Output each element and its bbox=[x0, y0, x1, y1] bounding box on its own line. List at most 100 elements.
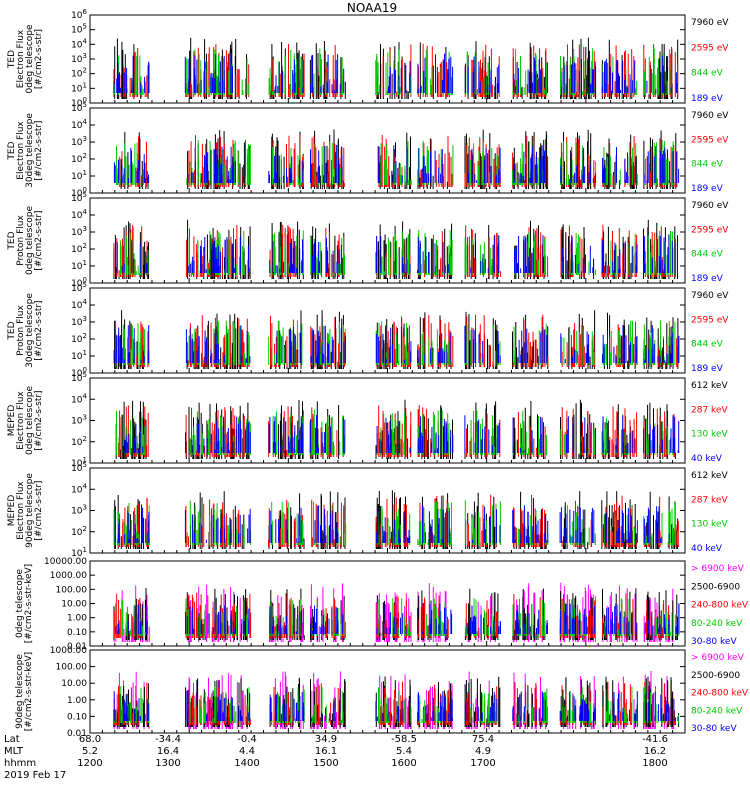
series-marks bbox=[115, 603, 680, 634]
legend-entry: 844 eV bbox=[691, 340, 724, 350]
axis-row-value: 4.4 bbox=[239, 746, 255, 757]
ytick-label: 104 bbox=[71, 482, 87, 495]
ytick-exponent: 0 bbox=[83, 186, 87, 194]
ytick-label: 102 bbox=[71, 435, 87, 448]
legend-entry: 40 keV bbox=[691, 454, 723, 464]
chart-title: NOAA19 bbox=[347, 1, 397, 15]
panel-ylabel-line: 0deg telescope bbox=[25, 206, 35, 276]
ytick-exponent: 2 bbox=[83, 152, 87, 160]
ytick-label: 0.10 bbox=[67, 712, 87, 722]
panel-ylabel-line: MEPED bbox=[7, 495, 17, 527]
panel-ylabel-line: TED bbox=[7, 141, 17, 160]
axis-row-value: 5.2 bbox=[82, 746, 98, 757]
panel-ylabel-line: [#/cm2-s-str-keV] bbox=[24, 652, 34, 731]
ytick-exponent: 2 bbox=[83, 332, 87, 340]
legend-entry: 189 eV bbox=[691, 94, 724, 104]
ytick-exponent: 1 bbox=[83, 259, 87, 267]
panel-ylabel-line: 0deg telescope bbox=[15, 569, 25, 639]
panel-ylabel-line: 0deg telescope bbox=[25, 24, 35, 94]
legend-entry: 844 eV bbox=[691, 160, 724, 170]
legend-entry: 30-80 keV bbox=[691, 724, 737, 734]
legend-entry: 287 keV bbox=[691, 495, 728, 505]
ytick-exponent: 4 bbox=[83, 392, 88, 400]
ytick-label: 103 bbox=[71, 414, 87, 427]
ytick-label: 104 bbox=[71, 392, 87, 405]
panel-8: 0.01 0.10 1.00 10.00 100.00 1000.00 90deg tele… bbox=[15, 646, 749, 739]
ytick-label: 101 bbox=[71, 169, 87, 182]
legend-entry: 2595 eV bbox=[691, 43, 729, 53]
legend-entry: 80-240 keV bbox=[691, 619, 743, 629]
ytick-exponent: 5 bbox=[83, 191, 87, 199]
legend-entry: 2500-6900 bbox=[691, 671, 740, 681]
ytick-label: 102 bbox=[71, 67, 87, 80]
legend-entry: > 6900 keV bbox=[691, 564, 745, 574]
time-axis: Lat 68.0 -34.4 -0.4 34.9 -58.5 75.4 -41.6 MLT 5.2… bbox=[4, 734, 668, 769]
ytick-exponent: 4 bbox=[83, 298, 88, 306]
legend-entry: 2595 eV bbox=[691, 135, 729, 145]
panel-ylabel-line: Electron Flux bbox=[16, 391, 26, 450]
ytick-exponent: 3 bbox=[83, 135, 87, 143]
panel-ylabel-line: 30deg telescope bbox=[25, 113, 35, 188]
legend-entry: 7960 eV bbox=[691, 201, 729, 211]
panel-ylabel-line: 90deg telescope bbox=[25, 473, 35, 548]
ytick-label: 10.00 bbox=[61, 679, 87, 689]
ytick-label: 104 bbox=[71, 37, 87, 50]
axis-row-value: 1400 bbox=[234, 758, 259, 769]
ytick-exponent: 3 bbox=[83, 414, 87, 422]
series-marks bbox=[113, 144, 680, 183]
legend-entry: 612 keV bbox=[691, 381, 728, 391]
ytick-exponent: 3 bbox=[83, 225, 87, 233]
ytick-exponent: 1 bbox=[83, 349, 87, 357]
ytick-label: 102 bbox=[71, 332, 87, 345]
panel-ylabel-line: MEPED bbox=[7, 405, 17, 437]
ytick-exponent: 2 bbox=[83, 525, 87, 533]
legend-entry: 612 keV bbox=[691, 471, 728, 481]
series-marks bbox=[122, 320, 676, 365]
ytick-exponent: 1 bbox=[83, 81, 87, 89]
legend-entry: 240-800 keV bbox=[691, 689, 749, 699]
panel-ylabel-line: [#/cm2-s-str] bbox=[34, 300, 44, 360]
legend-entry: 189 eV bbox=[691, 274, 724, 284]
legend-entry: 2500-6900 bbox=[691, 582, 740, 592]
date-label: 2019 Feb 17 bbox=[4, 770, 66, 781]
panel-7: 0.01 0.10 1.00 10.00 100.00 1000.00 10000.00 0d… bbox=[15, 557, 749, 652]
legend-entry: 30-80 keV bbox=[691, 637, 737, 647]
ytick-exponent: 5 bbox=[83, 371, 87, 379]
ytick-exponent: 5 bbox=[83, 23, 87, 31]
panel-ylabel-line: Proton Flux bbox=[16, 215, 26, 266]
ytick-label: 106 bbox=[71, 8, 87, 21]
series-marks bbox=[124, 415, 680, 453]
ytick-label: 105 bbox=[71, 23, 87, 36]
ytick-exponent: 0 bbox=[83, 96, 87, 104]
axis-row-name: Lat bbox=[4, 734, 20, 745]
axis-row-name: hhmm bbox=[4, 758, 36, 769]
panel-data bbox=[113, 219, 678, 279]
panel-data bbox=[115, 399, 680, 459]
axis-row-value: -34.4 bbox=[155, 734, 181, 745]
ytick-exponent: 3 bbox=[83, 504, 87, 512]
panel-data bbox=[113, 671, 680, 729]
panel-ylabel-line: Electron Flux bbox=[16, 481, 26, 540]
ytick-label: 1.00 bbox=[67, 696, 87, 706]
axis-row-value: -58.5 bbox=[391, 734, 417, 745]
legend-entry: 189 eV bbox=[691, 364, 724, 374]
ytick-label: 0.01 bbox=[67, 642, 87, 652]
legend-entry: 287 keV bbox=[691, 405, 728, 415]
legend-entry: 189 eV bbox=[691, 184, 724, 194]
axis-row-name: MLT bbox=[4, 746, 24, 757]
ytick-exponent: 3 bbox=[83, 52, 87, 60]
panel-ylabel-line: [#/cm2-s-str] bbox=[34, 210, 44, 270]
ytick-label: 103 bbox=[71, 52, 87, 65]
axis-row-value: 1200 bbox=[77, 758, 102, 769]
legend-entry: 844 eV bbox=[691, 250, 724, 260]
ytick-label: 104 bbox=[71, 298, 87, 311]
legend-entry: 130 keV bbox=[691, 430, 728, 440]
panel-ylabel-line: Electron Flux bbox=[16, 29, 26, 88]
ytick-exponent: 4 bbox=[83, 37, 88, 45]
legend-entry: 80-240 keV bbox=[691, 706, 743, 716]
axis-row-value: 75.4 bbox=[472, 734, 494, 745]
